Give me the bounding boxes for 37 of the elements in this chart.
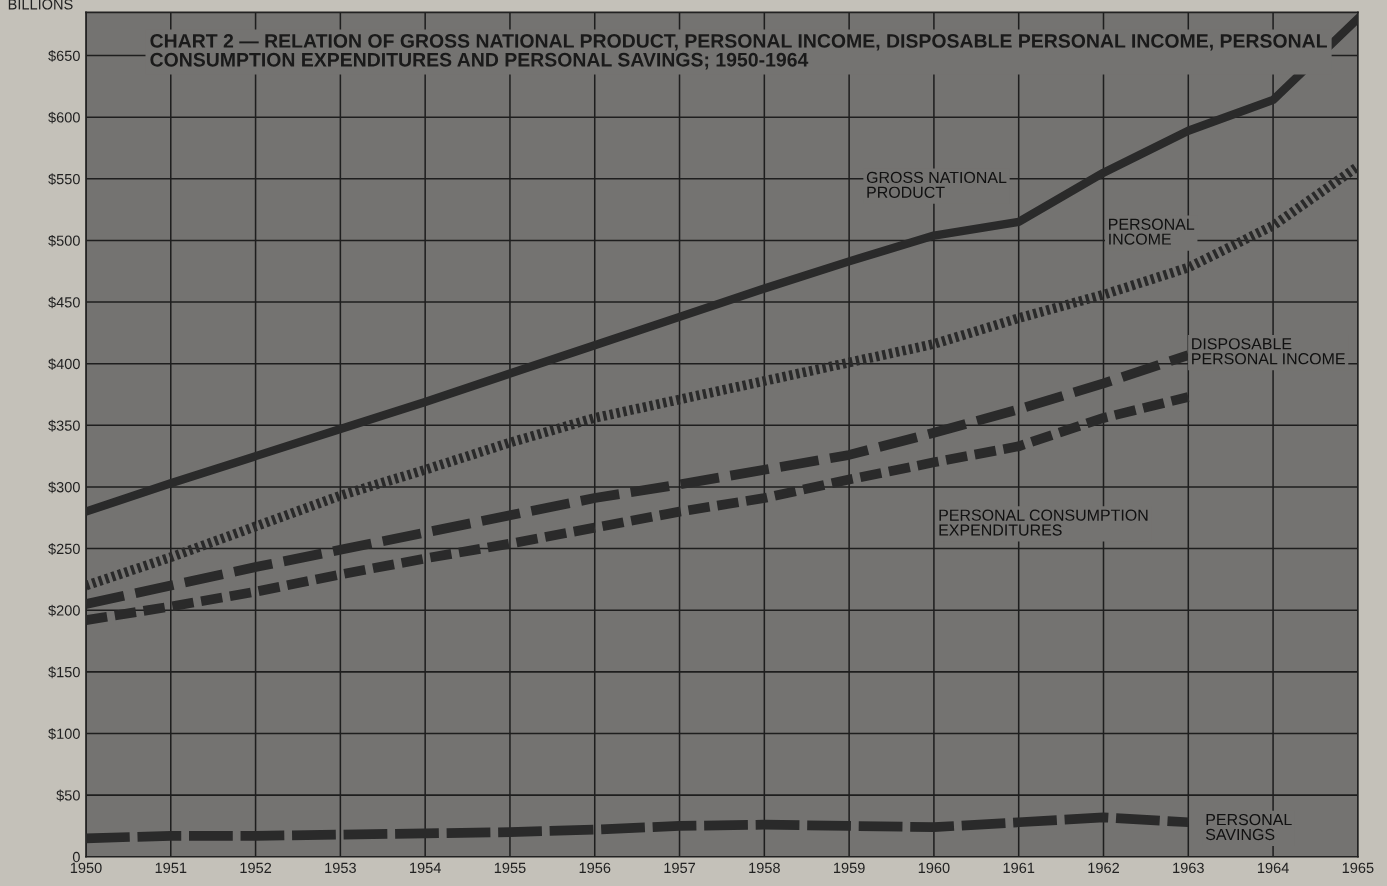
y-tick-label: $450 bbox=[48, 296, 80, 309]
x-tick-label: 1964 bbox=[1257, 862, 1289, 874]
x-tick-label: 1958 bbox=[749, 862, 780, 874]
x-tick-label: 1950 bbox=[70, 862, 102, 874]
series-label: GROSS NATIONAL PRODUCT bbox=[866, 171, 1007, 198]
y-tick-label: $500 bbox=[48, 234, 80, 247]
series-label: DISPOSABLE PERSONAL INCOME bbox=[1192, 338, 1345, 365]
y-axis-title: BILLIONS bbox=[8, 0, 73, 10]
y-tick-label: $200 bbox=[48, 604, 80, 617]
text: PERSONAL CONSUMPTION EXPENDITURES bbox=[939, 509, 1148, 536]
y-tick-label: $300 bbox=[48, 481, 80, 494]
x-tick-label: 1956 bbox=[579, 862, 611, 874]
x-tick-label: 1953 bbox=[325, 862, 356, 874]
y-tick-label: $650 bbox=[48, 50, 80, 62]
x-tick-label: 1963 bbox=[1173, 862, 1204, 874]
series-label: PERSONAL INCOME bbox=[1109, 218, 1195, 245]
x-tick-label: 1952 bbox=[240, 862, 272, 874]
x-tick-label: 1965 bbox=[1342, 862, 1374, 874]
x-tick-label: 1962 bbox=[1088, 862, 1119, 874]
y-tick-label: $550 bbox=[48, 173, 80, 186]
y-tick-label: $600 bbox=[48, 111, 80, 124]
x-tick-label: 1957 bbox=[664, 862, 696, 874]
y-tick-label: $100 bbox=[48, 727, 80, 740]
x-tick-label: 1951 bbox=[155, 862, 187, 874]
x-tick-label: 1961 bbox=[1003, 862, 1035, 874]
y-tick-label: $350 bbox=[48, 419, 80, 432]
series-label: PERSONAL SAVINGS bbox=[1205, 813, 1292, 841]
y-tick-label: $250 bbox=[48, 543, 80, 555]
x-tick-label: 1954 bbox=[410, 862, 441, 874]
text: CHART 2 — RELATION OF GROSS NATIONAL PRODUCT, PERSONAL INCOME, DISPOSABLE PERSONAL INCOME, PERSONAL CONSUMPTION EXPENDITURES AND PERSONAL SAVINGS; 1950-1964 bbox=[150, 34, 1327, 70]
y-tick-label: $400 bbox=[48, 358, 80, 370]
x-tick-label: 1955 bbox=[494, 862, 526, 874]
x-tick-label: 1960 bbox=[918, 862, 950, 874]
y-tick-label: $50 bbox=[56, 789, 80, 802]
y-tick-label: $150 bbox=[48, 666, 80, 679]
y-tick-label: 0 bbox=[72, 851, 80, 863]
x-tick-label: 1959 bbox=[834, 862, 865, 874]
